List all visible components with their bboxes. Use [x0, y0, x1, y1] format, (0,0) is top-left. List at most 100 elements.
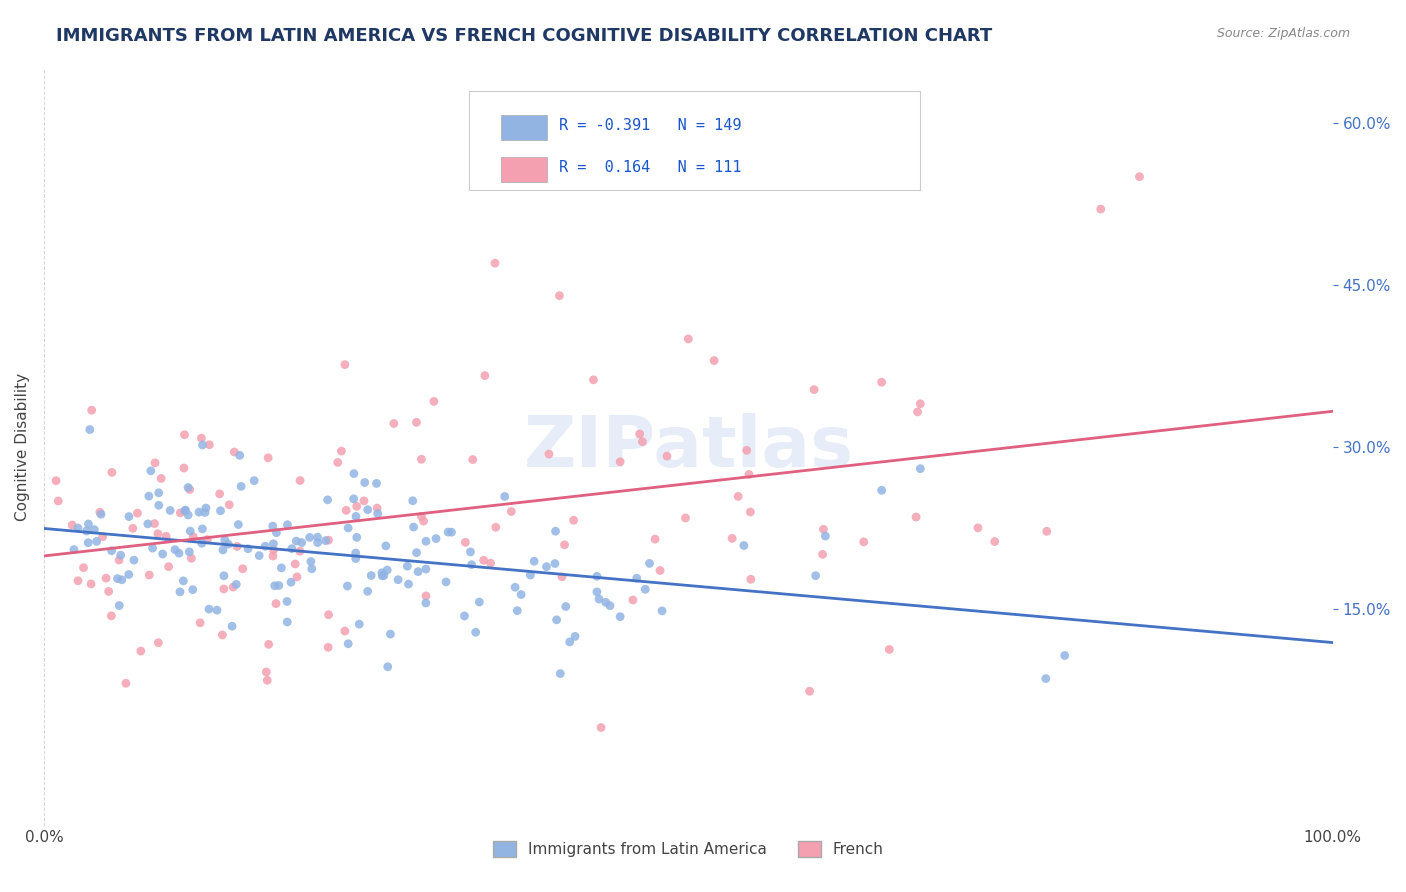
Point [142, 541, 165, 555]
Point [609, 609, 631, 624]
Point [460, 545, 482, 559]
Point [262, 549, 284, 563]
Point [225, 577, 247, 591]
Point [626, 571, 648, 585]
Point [91, 530, 114, 544]
Point [173, 503, 195, 517]
Point [387, 573, 409, 587]
Point [254, 665, 277, 679]
Point [316, 640, 339, 655]
Point [546, 613, 568, 627]
Point [346, 500, 368, 514]
Point [247, 549, 270, 563]
Point [721, 532, 744, 546]
Point [173, 427, 195, 442]
Point [152, 547, 174, 561]
Point [188, 505, 211, 519]
Point [299, 554, 322, 568]
Point [198, 438, 221, 452]
Point [163, 542, 186, 557]
Point [349, 617, 371, 632]
Point [298, 530, 321, 544]
Point [94, 571, 117, 585]
Point [318, 533, 340, 547]
Point [655, 449, 678, 463]
Point [484, 256, 506, 270]
Text: IMMIGRANTS FROM LATIN AMERICA VS FRENCH COGNITIVE DISABILITY CORRELATION CHART: IMMIGRANTS FROM LATIN AMERICA VS FRENCH … [56, 27, 993, 45]
Point [638, 557, 661, 571]
Point [214, 533, 236, 547]
Point [510, 588, 533, 602]
Point [1090, 202, 1112, 216]
Point [143, 516, 166, 531]
Point [983, 534, 1005, 549]
Point [316, 492, 339, 507]
Point [46, 494, 69, 508]
Point [371, 566, 394, 580]
Point [267, 578, 290, 592]
Point [97, 584, 120, 599]
Point [179, 545, 201, 559]
Point [326, 455, 349, 469]
Point [209, 504, 232, 518]
Point [425, 532, 447, 546]
Point [307, 535, 329, 549]
Point [121, 521, 143, 535]
Text: Source: ZipAtlas.com: Source: ZipAtlas.com [1216, 27, 1350, 40]
Point [208, 487, 231, 501]
Point [148, 485, 170, 500]
Point [236, 541, 259, 556]
Point [129, 644, 152, 658]
Point [609, 455, 631, 469]
Point [254, 539, 277, 553]
Point [66, 574, 89, 588]
Point [177, 480, 200, 494]
Point [80, 403, 103, 417]
Point [811, 547, 834, 561]
Point [190, 431, 212, 445]
Legend: Immigrants from Latin America, French: Immigrants from Latin America, French [486, 835, 890, 863]
Point [343, 467, 366, 481]
Point [453, 609, 475, 624]
Point [586, 569, 609, 583]
Point [1053, 648, 1076, 663]
Point [77, 516, 100, 531]
Point [415, 534, 437, 549]
Point [194, 505, 217, 519]
Point [406, 565, 429, 579]
Point [262, 519, 284, 533]
Point [377, 659, 399, 673]
Point [155, 529, 177, 543]
Point [276, 594, 298, 608]
Point [621, 593, 644, 607]
Point [628, 427, 651, 442]
Point [90, 508, 112, 522]
Point [375, 563, 398, 577]
Point [288, 474, 311, 488]
Point [548, 666, 571, 681]
Point [148, 635, 170, 649]
Point [337, 521, 360, 535]
Point [288, 544, 311, 558]
Point [544, 557, 567, 571]
Point [1128, 169, 1150, 184]
Point [222, 580, 245, 594]
Point [1035, 672, 1057, 686]
Point [405, 415, 427, 429]
Point [582, 373, 605, 387]
Point [398, 577, 420, 591]
Point [83, 523, 105, 537]
Point [907, 405, 929, 419]
Point [72, 560, 94, 574]
Point [371, 569, 394, 583]
Point [276, 615, 298, 629]
Point [212, 569, 235, 583]
Point [231, 479, 253, 493]
Point [405, 546, 427, 560]
Point [280, 575, 302, 590]
Point [343, 491, 366, 506]
FancyBboxPatch shape [502, 157, 547, 182]
Point [415, 589, 437, 603]
Point [460, 558, 482, 572]
Point [226, 540, 249, 554]
